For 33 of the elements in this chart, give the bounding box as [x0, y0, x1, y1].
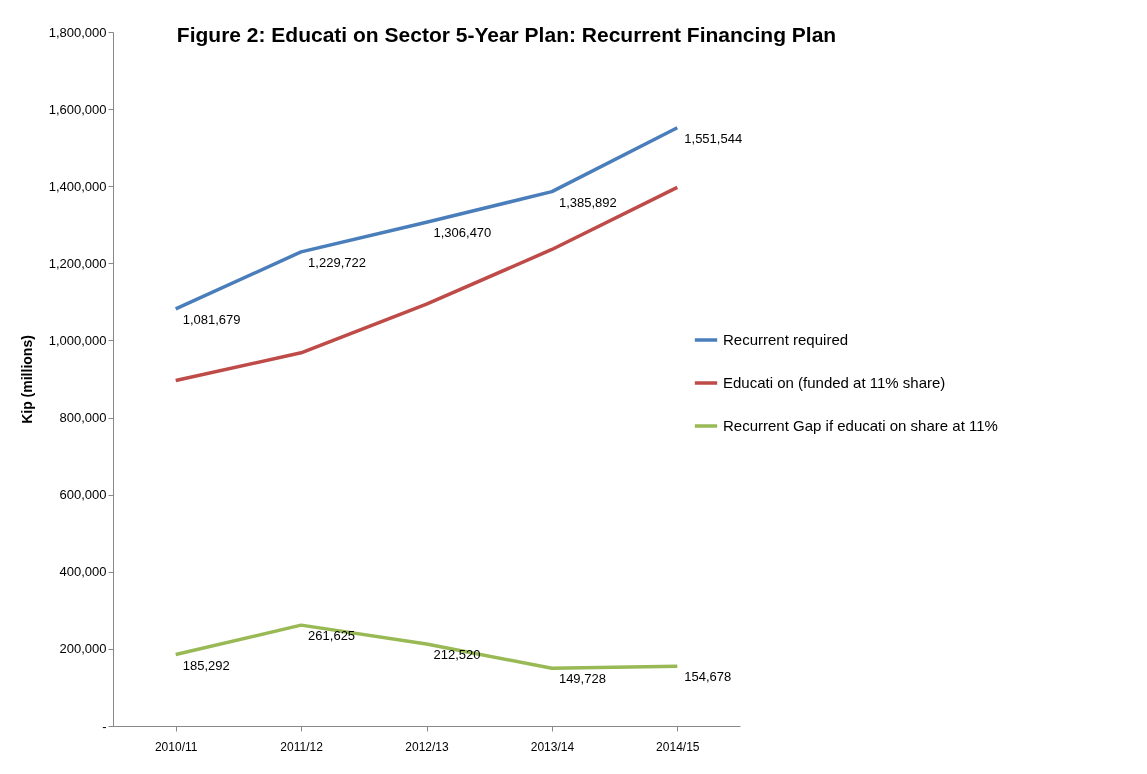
data-label: 261,625	[308, 628, 356, 644]
x-tick-label: 2014/15	[656, 739, 700, 754]
legend-label: Recurrent Gap if educati on share at 11%	[723, 417, 998, 434]
data-label: 1,229,722	[308, 254, 366, 270]
data-label: 1,081,679	[182, 311, 241, 327]
y-tick-label: 1,600,000	[48, 101, 107, 117]
y-tick-label: 200,000	[59, 641, 107, 657]
legend-label: Educati on (funded at 11% share)	[723, 374, 946, 391]
y-tick-label: 400,000	[59, 564, 107, 580]
legend-label: Recurrent required	[723, 331, 849, 348]
x-tick-label: 2012/13	[405, 739, 450, 754]
y-tick-label: 600,000	[59, 487, 107, 503]
x-tick-label: 2013/14	[530, 739, 575, 754]
data-label: 154,678	[684, 669, 732, 685]
x-tick-label: 2011/12	[280, 739, 324, 754]
data-label: 149,728	[558, 671, 606, 687]
chart-title: Figure 2: Educati on Sector 5-Year Plan: Recurrent Financing Plan	[176, 23, 837, 46]
line-series	[173, 126, 680, 311]
y-tick-label: 1,200,000	[48, 255, 107, 271]
line-series	[173, 185, 680, 383]
y-tick-label: -	[102, 718, 107, 734]
y-tick-label: 1,000,000	[48, 332, 107, 348]
y-tick-label: 1,800,000	[48, 24, 107, 40]
data-label: 1,306,470	[433, 225, 492, 241]
data-label: 185,292	[182, 657, 230, 673]
y-tick-label: 1,400,000	[48, 178, 107, 194]
y-axis-title: Kip (millions)	[18, 335, 35, 424]
data-label: 1,551,544	[684, 130, 743, 146]
line-series	[173, 623, 680, 671]
data-label: 212,520	[433, 647, 481, 663]
data-label: 1,385,892	[558, 194, 617, 210]
y-tick-label: 800,000	[59, 410, 107, 426]
x-tick-label: 2010/11	[154, 739, 198, 754]
